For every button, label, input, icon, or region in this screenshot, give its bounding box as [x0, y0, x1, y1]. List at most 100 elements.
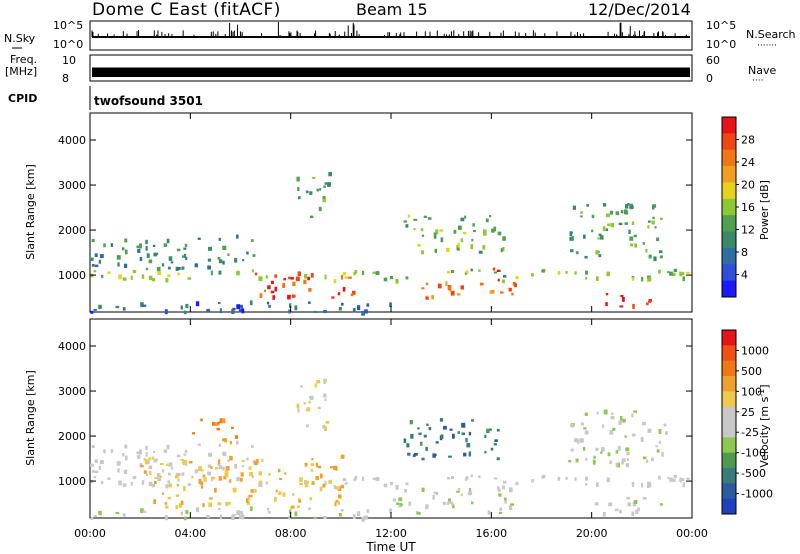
- echo-cell: [620, 210, 624, 214]
- echo-cell: [407, 214, 411, 218]
- colorbar-swatch: [722, 166, 736, 183]
- echo-cell: [570, 448, 574, 452]
- echo-cell: [665, 431, 668, 435]
- echo-cell: [200, 469, 204, 472]
- echo-cell: [208, 502, 212, 508]
- date-title: 12/Dec/2014: [588, 0, 691, 19]
- echo-cell: [514, 283, 517, 288]
- echo-cell: [630, 243, 634, 247]
- echo-cell: [229, 455, 233, 461]
- echo-cell: [151, 484, 155, 488]
- echo-cell: [132, 475, 137, 480]
- station-title: Dome C East (fitACF): [92, 0, 281, 20]
- echo-cell: [504, 499, 507, 504]
- echo-cell: [250, 489, 254, 493]
- echo-cell: [177, 473, 181, 476]
- echo-cell: [336, 486, 340, 490]
- echo-cell: [463, 452, 467, 457]
- echo-cell: [337, 500, 340, 505]
- echo-cell: [145, 445, 148, 451]
- echo-cell: [646, 302, 649, 306]
- echo-cell: [627, 458, 630, 461]
- echo-cell: [451, 501, 454, 506]
- echo-cell: [143, 458, 147, 461]
- colorbar-tick-label: 4: [741, 269, 748, 282]
- echo-cell: [152, 244, 156, 247]
- echo-cell: [203, 477, 207, 482]
- echo-cell: [658, 269, 661, 274]
- echo-cell: [115, 511, 120, 515]
- echo-cell: [291, 294, 296, 298]
- colorbar-tick-label: 20: [741, 179, 755, 192]
- echo-cell: [432, 494, 435, 500]
- echo-cell: [139, 462, 143, 468]
- echo-cell: [421, 487, 425, 492]
- echo-cell: [407, 452, 411, 456]
- echo-cell: [318, 206, 322, 212]
- echo-cell: [123, 469, 128, 474]
- echo-cell: [541, 269, 545, 273]
- echo-cell: [447, 285, 452, 291]
- echo-cell: [357, 305, 361, 311]
- echo-cell: [667, 477, 670, 480]
- echo-cell: [222, 451, 227, 456]
- echo-cell: [288, 309, 291, 314]
- echo-cell: [427, 217, 432, 220]
- echo-cell: [448, 501, 452, 504]
- echo-cell: [323, 185, 326, 188]
- echo-cell: [176, 454, 181, 458]
- echo-cell: [251, 445, 254, 448]
- echo-cell: [632, 277, 635, 281]
- echo-cell: [202, 474, 206, 478]
- echo-cell: [184, 243, 188, 248]
- echo-cell: [642, 456, 647, 460]
- echo-cell: [361, 516, 365, 522]
- echo-cell: [416, 511, 421, 515]
- echo-cell: [258, 480, 263, 483]
- echo-cell: [497, 278, 500, 282]
- echo-cell: [471, 419, 474, 422]
- echo-cell: [609, 430, 614, 435]
- echo-cell: [647, 481, 651, 485]
- echo-cell: [154, 477, 158, 480]
- echo-cell: [132, 269, 137, 274]
- velocity-axes: 1000 2000 3000 4000 00:00 04:00 08:00 12:00 16:0…: [58, 319, 708, 540]
- echo-cell: [403, 438, 407, 444]
- echo-cell: [450, 270, 455, 273]
- echo-cell: [629, 205, 634, 210]
- echo-cell: [316, 188, 319, 192]
- echo-cell: [324, 274, 327, 280]
- echo-cell: [322, 424, 326, 429]
- echo-cell: [464, 215, 467, 219]
- echo-cell: [225, 466, 230, 471]
- echo-cell: [136, 451, 140, 455]
- echo-cell: [265, 275, 268, 279]
- y-tick-label: 3000: [58, 179, 86, 192]
- echo-cell: [681, 478, 685, 481]
- echo-cell: [598, 233, 602, 237]
- cpid-value: twofsound 3501: [94, 94, 203, 108]
- power-frame: [89, 112, 693, 313]
- echo-cell: [309, 497, 312, 501]
- echo-cell: [449, 428, 453, 431]
- echo-cell: [215, 467, 219, 470]
- colorbar-tick-label: 100: [741, 385, 762, 398]
- echo-cell: [628, 229, 631, 234]
- echo-cell: [297, 407, 300, 413]
- echo-cell: [448, 498, 451, 503]
- echo-cell: [452, 504, 455, 509]
- echo-cell: [304, 274, 308, 279]
- echo-cell: [304, 484, 309, 488]
- echo-cell: [298, 499, 302, 503]
- echo-cell: [404, 489, 407, 493]
- echo-cell: [333, 485, 337, 490]
- echo-cell: [322, 196, 326, 200]
- echo-cell: [238, 308, 242, 313]
- echo-cell: [165, 484, 169, 489]
- echo-cell: [254, 460, 258, 465]
- y-tick-label: 2000: [58, 224, 86, 237]
- echo-cell: [433, 235, 437, 239]
- echo-cell: [140, 302, 144, 308]
- echo-cell: [439, 418, 444, 422]
- echo-cell: [202, 503, 205, 508]
